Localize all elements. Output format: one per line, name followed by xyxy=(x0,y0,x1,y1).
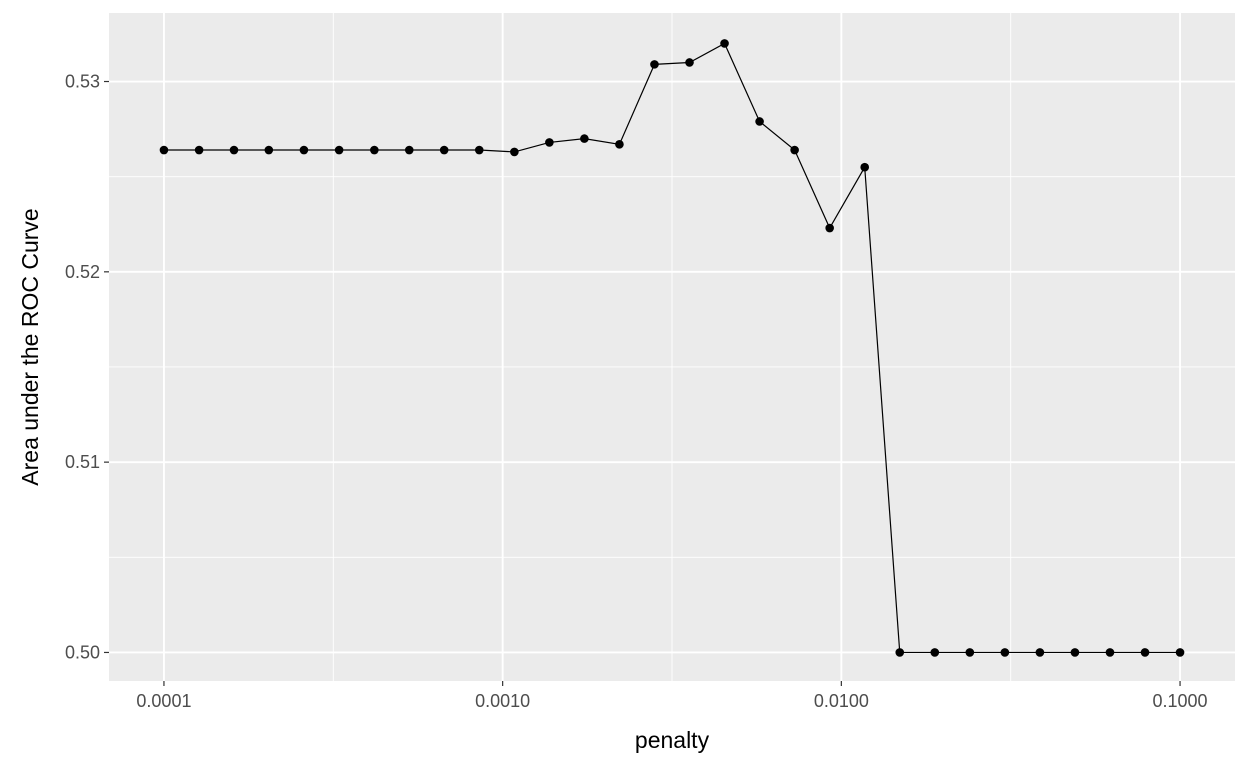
data-point xyxy=(1070,648,1080,657)
data-point xyxy=(1000,648,1010,657)
data-point xyxy=(510,147,519,157)
y-axis-title: Area under the ROC Curve xyxy=(17,208,43,485)
series-polyline xyxy=(163,42,1181,654)
data-point xyxy=(685,58,694,67)
data-point xyxy=(580,134,589,143)
data-point xyxy=(474,145,484,155)
series-line xyxy=(163,42,1181,654)
data-point xyxy=(755,117,764,126)
data-point xyxy=(1175,648,1185,657)
x-tick-label: 0.0100 xyxy=(814,691,869,711)
data-point xyxy=(264,145,274,155)
y-tick-label: 0.51 xyxy=(65,452,100,472)
data-point xyxy=(545,138,554,147)
axis-ticks xyxy=(104,80,1181,686)
series-points xyxy=(159,39,1185,657)
data-point xyxy=(825,223,834,233)
grid-minor xyxy=(109,13,1235,681)
data-point xyxy=(790,145,799,155)
data-point xyxy=(930,648,940,657)
data-point xyxy=(895,648,905,657)
x-axis-title: penalty xyxy=(635,727,710,753)
data-point xyxy=(1035,648,1045,657)
y-tick-label: 0.53 xyxy=(65,72,100,92)
data-point xyxy=(439,145,449,155)
y-tick-labels: 0.50 0.51 0.52 0.53 xyxy=(65,72,100,663)
x-tick-labels: 0.0001 0.0010 0.0100 0.1000 xyxy=(136,691,1207,711)
data-point xyxy=(650,60,659,69)
data-point xyxy=(1140,648,1150,657)
data-point xyxy=(194,145,204,155)
data-point xyxy=(159,145,169,155)
x-tick-label: 0.0010 xyxy=(475,691,530,711)
data-point xyxy=(615,140,624,149)
data-point xyxy=(370,145,379,155)
x-tick-label: 0.1000 xyxy=(1153,691,1208,711)
y-tick-label: 0.52 xyxy=(65,262,100,282)
data-point xyxy=(1105,648,1115,657)
data-point xyxy=(299,145,309,155)
data-point xyxy=(229,145,239,155)
data-point xyxy=(965,648,975,657)
y-tick-label: 0.50 xyxy=(65,642,100,662)
x-tick-label: 0.0001 xyxy=(136,691,191,711)
data-point xyxy=(860,162,870,172)
data-point xyxy=(720,39,729,48)
data-point xyxy=(334,145,344,155)
data-point xyxy=(404,145,414,155)
